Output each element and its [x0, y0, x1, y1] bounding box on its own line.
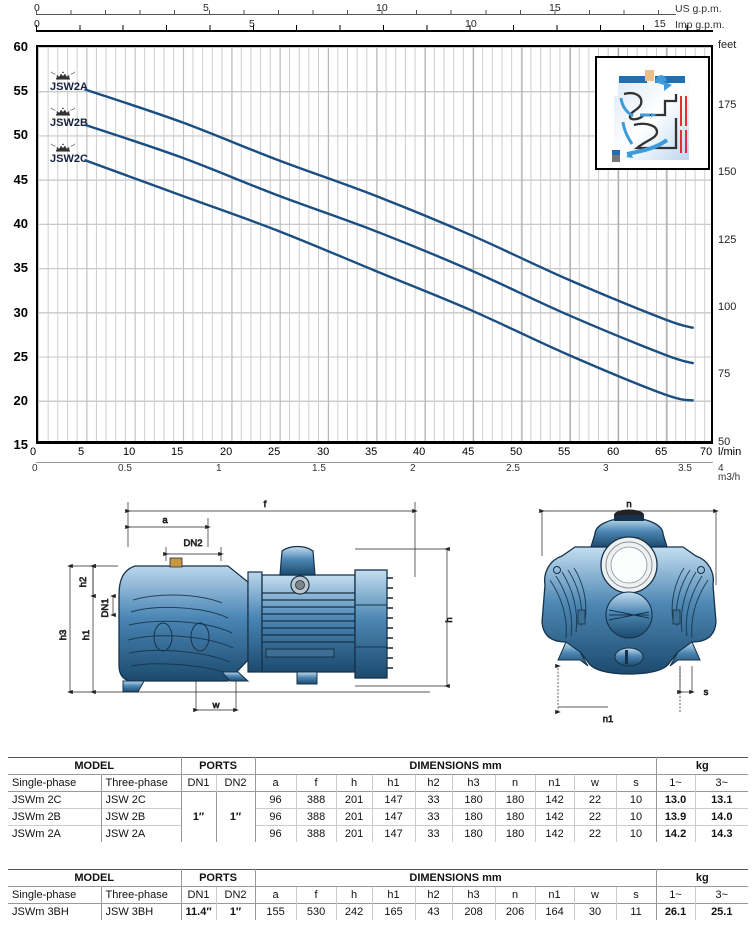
svg-text:DN2: DN2 [183, 538, 202, 549]
svg-text:n: n [626, 499, 631, 510]
svg-text:n1: n1 [603, 714, 614, 725]
svg-text:DN1: DN1 [100, 598, 111, 617]
svg-text:h: h [444, 617, 455, 622]
svg-text:h3: h3 [58, 630, 69, 641]
svg-text:h2: h2 [78, 577, 89, 588]
svg-text:w: w [212, 700, 220, 711]
svg-text:f: f [264, 499, 267, 510]
svg-text:a: a [162, 515, 168, 526]
svg-text:s: s [704, 687, 709, 698]
svg-text:h1: h1 [81, 630, 92, 641]
